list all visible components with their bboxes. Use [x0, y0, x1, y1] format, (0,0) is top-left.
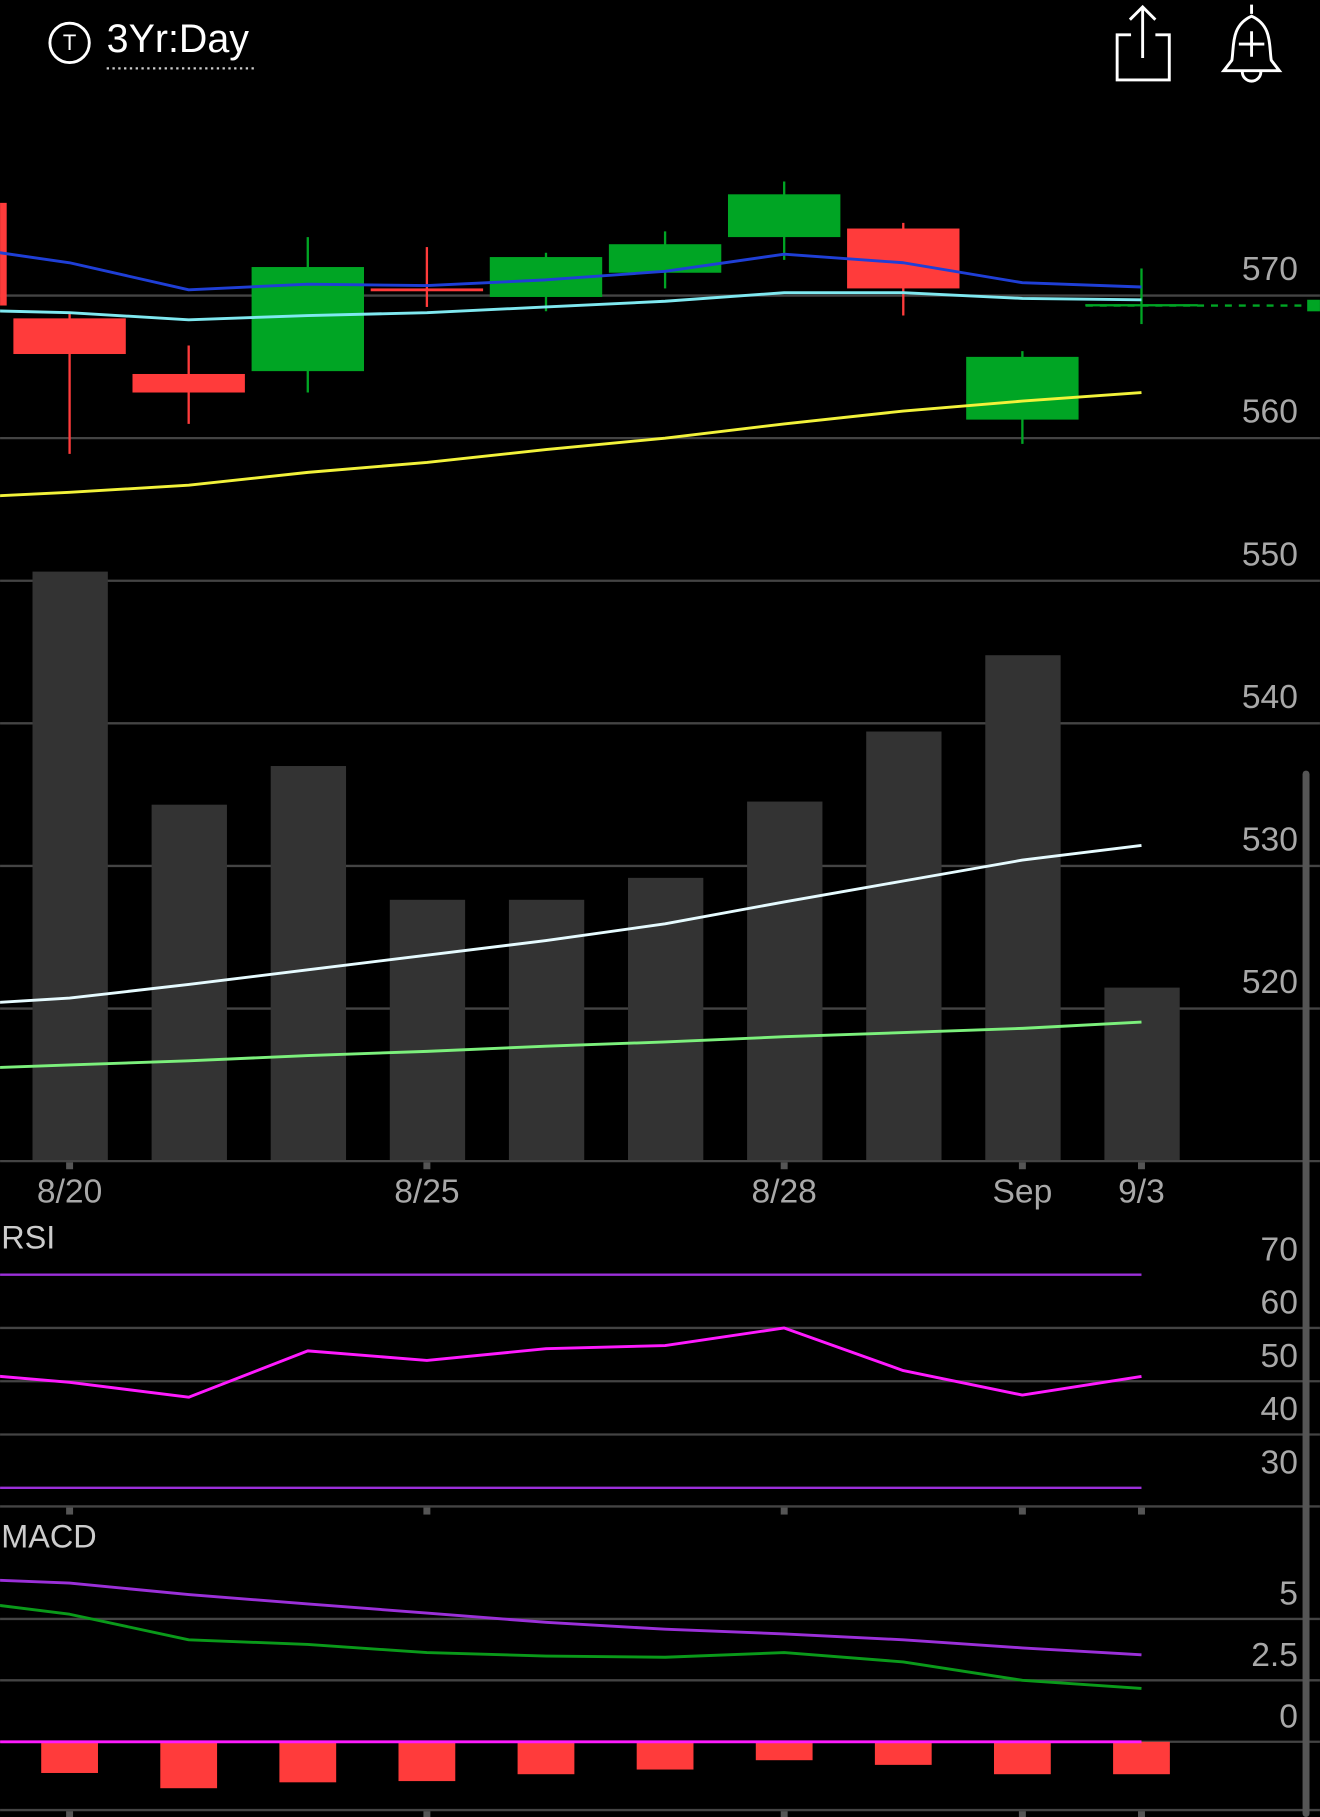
macd-histogram-bar	[160, 1741, 218, 1789]
y-tick-label: 40	[1261, 1391, 1298, 1428]
share-arrow	[1128, 4, 1157, 58]
macd-histogram-bar	[993, 1741, 1051, 1775]
volume-bar	[747, 801, 823, 1162]
x-tick	[1018, 1162, 1026, 1170]
volume-bar	[508, 899, 585, 1162]
macd-histogram-bar	[1113, 1741, 1170, 1775]
candle-body	[608, 244, 722, 273]
candle-body	[370, 288, 484, 292]
x-tick	[1018, 1507, 1026, 1515]
header: T 3Yr:Day	[48, 4, 1283, 83]
volume-bar	[151, 804, 227, 1162]
candle-body	[13, 318, 126, 355]
x-tick-label: 8/25	[394, 1173, 459, 1210]
price-plot	[0, 181, 1198, 1162]
y-tick-label: 30	[1261, 1444, 1298, 1481]
scrollbar[interactable]	[1302, 770, 1310, 1817]
x-tick	[66, 1162, 74, 1170]
rsi-plot	[0, 1326, 1142, 1399]
y-tick-label: 530	[1242, 821, 1298, 858]
x-tick	[780, 1162, 788, 1170]
macd-histogram-bar	[636, 1741, 694, 1770]
candle-body	[251, 267, 364, 372]
macd-histogram-bar	[517, 1741, 575, 1775]
macd-line	[0, 1604, 1142, 1690]
x-tick	[1018, 1811, 1026, 1817]
y-tick-label: 70	[1261, 1231, 1298, 1268]
volume-average	[0, 1020, 1142, 1069]
y-tick-label: 570	[1242, 251, 1298, 288]
timeframe-selector[interactable]: 3Yr:Day	[107, 17, 250, 61]
y-tick-label: 5	[1279, 1576, 1298, 1613]
x-tick	[66, 1811, 74, 1817]
x-tick	[423, 1507, 431, 1515]
x-tick-label: Sep	[992, 1173, 1052, 1210]
alert-button[interactable]	[1220, 4, 1283, 83]
volume-bar	[270, 766, 347, 1162]
candle-body	[132, 373, 245, 393]
x-tick-label: 9/3	[1118, 1173, 1165, 1210]
macd-histogram-bar	[41, 1741, 98, 1773]
y-tick-label: 50	[1261, 1338, 1298, 1375]
symbol-icon	[48, 21, 91, 65]
x-tick	[423, 1162, 431, 1170]
share-button[interactable]	[1115, 4, 1171, 82]
macd-histogram-bar	[755, 1741, 813, 1761]
x-tick	[423, 1811, 431, 1817]
macd-line	[0, 1578, 1142, 1657]
candle-body	[966, 356, 1079, 420]
macd-histogram-bar	[874, 1741, 932, 1765]
macd-histogram-bar	[279, 1741, 337, 1783]
y-tick-label: 60	[1261, 1285, 1298, 1322]
bell-plus	[1238, 31, 1265, 57]
candle-body	[847, 228, 960, 289]
candle-body	[727, 194, 841, 238]
x-tick	[780, 1507, 788, 1515]
y-tick-label: 540	[1242, 679, 1298, 716]
rsi-title: RSI	[1, 1219, 55, 1255]
bell-clapper	[1240, 71, 1263, 83]
x-tick	[1138, 1162, 1145, 1170]
moving-average	[0, 291, 1142, 322]
macd-plot	[0, 1578, 1170, 1789]
volume-bar	[985, 655, 1061, 1162]
x-tick-label: 8/28	[751, 1173, 816, 1210]
x-tick-label: 8/20	[37, 1173, 102, 1210]
y-tick-label: 0	[1279, 1698, 1298, 1735]
y-tick-label: 2.5	[1251, 1637, 1298, 1674]
volume-bar	[1104, 987, 1180, 1162]
y-tick-label: 550	[1242, 536, 1298, 573]
last-price-marker	[1307, 299, 1320, 312]
y-tick-label: 520	[1242, 964, 1298, 1001]
macd-histogram-bar	[398, 1741, 456, 1782]
volume-average	[0, 844, 1142, 1004]
x-tick	[1138, 1507, 1145, 1515]
macd-title: MACD	[1, 1518, 97, 1554]
y-tick-label: 560	[1242, 394, 1298, 431]
volume-bar	[389, 899, 466, 1162]
symbol-letter: T	[63, 30, 76, 55]
volume-bar	[32, 571, 108, 1162]
rsi-line	[0, 1326, 1142, 1399]
moving-average	[0, 251, 1142, 292]
volume-bar	[866, 731, 942, 1162]
x-tick	[66, 1507, 74, 1515]
x-tick	[780, 1811, 788, 1817]
moving-average	[0, 391, 1142, 498]
bell	[1220, 4, 1283, 73]
x-tick	[1138, 1811, 1145, 1817]
share-box	[1115, 33, 1171, 82]
